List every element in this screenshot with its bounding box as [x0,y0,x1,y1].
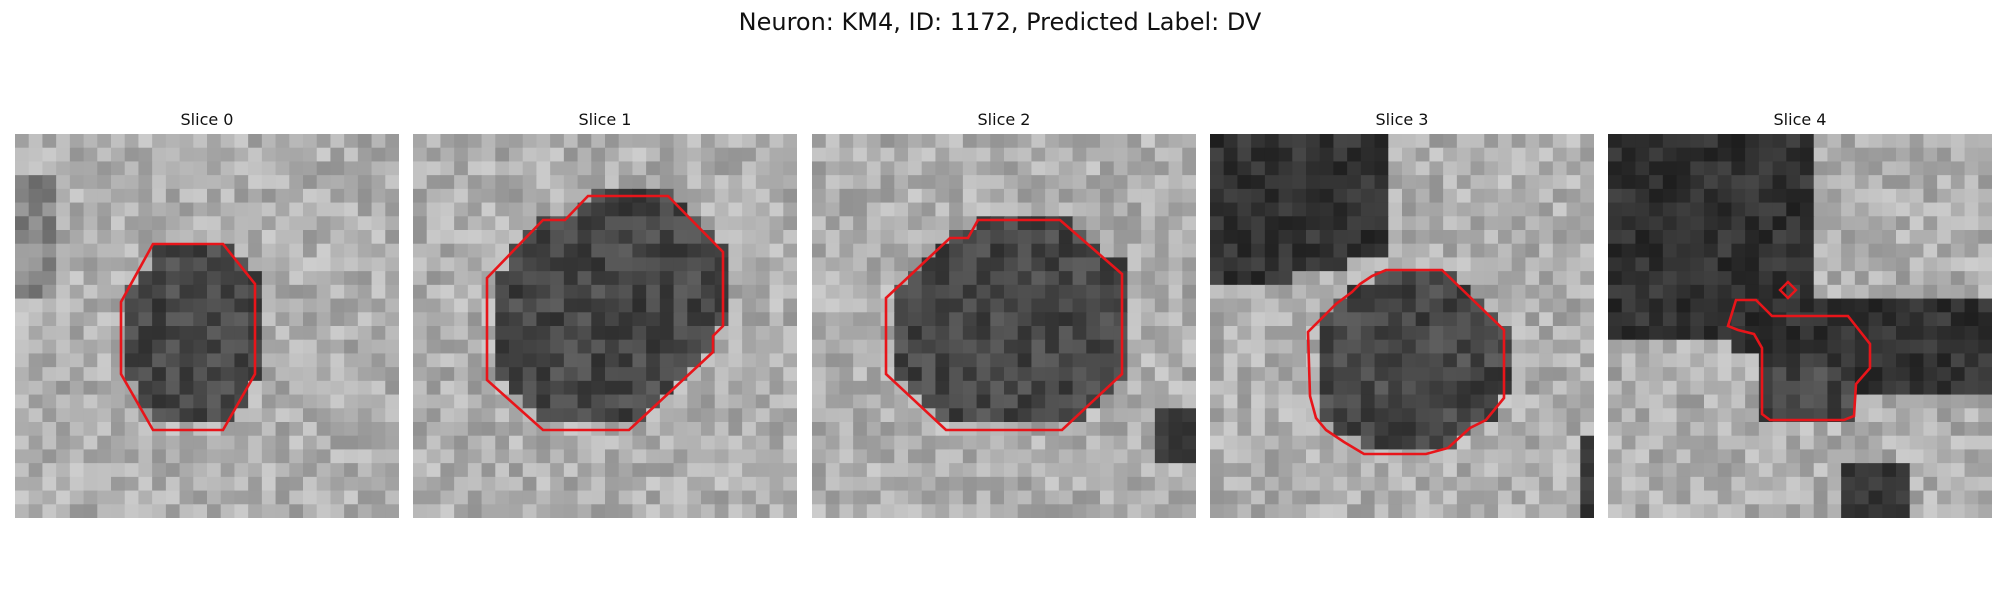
roi-contour [884,218,1124,432]
grayscale-pixels [1608,134,1992,518]
slice-panel-2: Slice 2 [812,108,1196,518]
slice-image [15,134,399,518]
slice-title: Slice 0 [180,110,234,129]
slice-title: Slice 2 [977,110,1031,129]
grayscale-pixels [1210,134,1594,518]
slice-panel-4: Slice 4 [1608,108,1992,518]
slice-title: Slice 3 [1375,110,1429,129]
grayscale-pixels [413,134,797,518]
grayscale-pixels [15,134,399,518]
slice-panel-1: Slice 1 [413,108,797,518]
grayscale-pixels [812,134,1196,518]
roi-contour [1306,268,1506,456]
slice-title: Slice 1 [578,110,632,129]
slice-image [413,134,797,518]
slice-image [812,134,1196,518]
slice-image [1608,134,1992,518]
slice-title: Slice 4 [1773,110,1827,129]
slice-panel-0: Slice 0 [15,108,399,518]
roi-contour [1726,298,1872,422]
slice-panel-3: Slice 3 [1210,108,1594,518]
roi-contour [119,242,257,432]
roi-contour [485,194,725,432]
slice-image [1210,134,1594,518]
roi-contour-small [1778,280,1798,300]
figure-title: Neuron: KM4, ID: 1172, Predicted Label: … [738,8,1262,36]
